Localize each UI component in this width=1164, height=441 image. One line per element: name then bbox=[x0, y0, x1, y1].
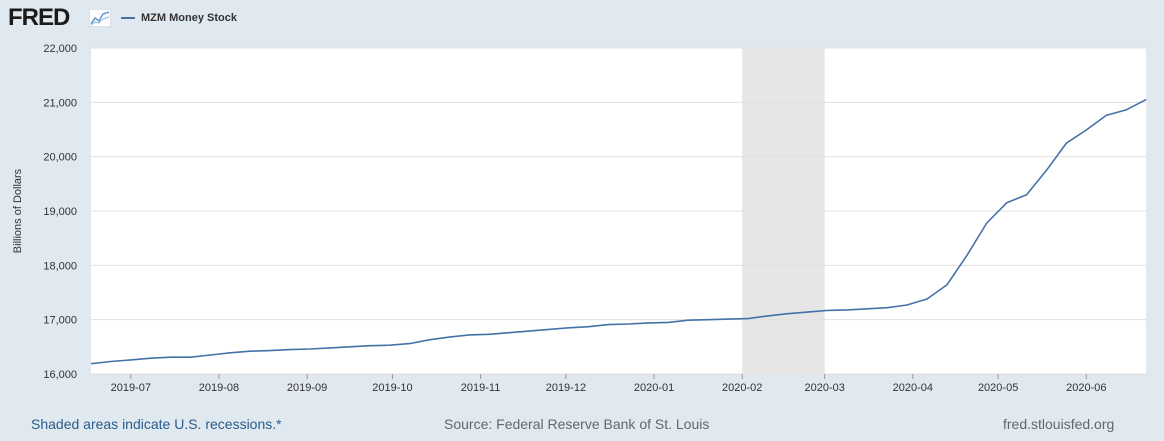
legend-swatch bbox=[121, 17, 135, 19]
y-tick-label: 21,000 bbox=[43, 97, 77, 109]
gridlines bbox=[91, 47, 1146, 375]
y-tick-label: 22,000 bbox=[43, 43, 77, 55]
fred-logo[interactable]: FRED bbox=[8, 4, 70, 31]
chart-header: FRED MZM Money Stock bbox=[0, 0, 1164, 36]
legend-label: MZM Money Stock bbox=[141, 12, 237, 24]
x-tick-label: 2019-07 bbox=[111, 382, 151, 394]
series-line-mzm[interactable] bbox=[90, 98, 1147, 365]
x-axis-ticks: 2019-07 2019-08 2019-09 2019-10 2019-11 2019-… bbox=[111, 374, 1106, 394]
x-tick-label: 2020-03 bbox=[804, 382, 844, 394]
line-chart: 16,000 17,000 18,000 19,000 20,000 21,000 22,0… bbox=[12, 43, 1147, 394]
chart-legend[interactable]: MZM Money Stock bbox=[121, 10, 237, 26]
y-tick-label: 20,000 bbox=[43, 152, 77, 164]
x-tick-label: 2019-11 bbox=[461, 382, 501, 394]
x-tick-label: 2019-12 bbox=[546, 382, 586, 394]
x-tick-label: 2020-05 bbox=[978, 382, 1018, 394]
x-tick-label: 2019-08 bbox=[199, 382, 239, 394]
y-tick-label: 19,000 bbox=[43, 206, 77, 218]
x-tick-label: 2020-06 bbox=[1066, 382, 1106, 394]
x-tick-label: 2019-10 bbox=[372, 382, 412, 394]
x-tick-label: 2020-01 bbox=[634, 382, 674, 394]
x-tick-label: 2020-02 bbox=[722, 382, 762, 394]
y-tick-label: 17,000 bbox=[43, 315, 77, 327]
y-tick-label: 18,000 bbox=[43, 260, 77, 272]
y-tick-label: 16,000 bbox=[43, 369, 77, 381]
fred-url: fred.stlouisfed.org bbox=[1003, 416, 1115, 432]
chart-line-icon bbox=[89, 9, 111, 27]
y-axis-label: Billions of Dollars bbox=[12, 168, 24, 253]
y-axis-ticks: 16,000 17,000 18,000 19,000 20,000 21,000 22,0… bbox=[43, 43, 77, 381]
x-tick-label: 2020-04 bbox=[893, 382, 933, 394]
recession-note-link[interactable]: Shaded areas indicate U.S. recessions.* bbox=[31, 416, 282, 432]
x-tick-label: 2019-09 bbox=[287, 382, 327, 394]
source-note: Source: Federal Reserve Bank of St. Loui… bbox=[444, 416, 710, 432]
